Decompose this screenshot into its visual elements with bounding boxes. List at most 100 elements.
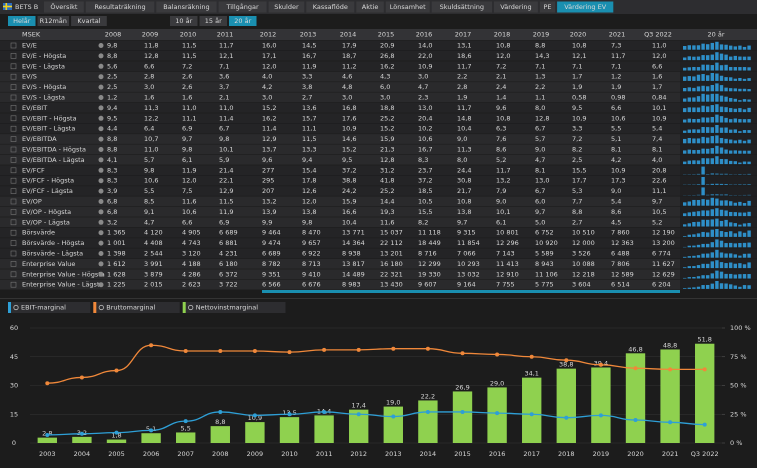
row-chart-icon[interactable] xyxy=(98,126,104,132)
tab-label: Aktie xyxy=(362,3,379,11)
legend-chip[interactable] xyxy=(182,302,286,313)
cell: 9,9 xyxy=(262,218,272,226)
y2-tick-label: 25 % xyxy=(730,410,747,418)
cell: 12 363 xyxy=(611,239,634,247)
period-button[interactable] xyxy=(71,16,107,26)
row-chart-icon[interactable] xyxy=(98,282,104,288)
tab[interactable] xyxy=(557,1,614,13)
cell: 9,7 xyxy=(457,218,467,226)
spark-bar xyxy=(738,119,742,123)
cell: 21,4 xyxy=(219,166,233,174)
period-button[interactable] xyxy=(8,16,36,26)
legend-chip[interactable] xyxy=(8,302,91,313)
cell: 17,1 xyxy=(262,52,276,60)
tab[interactable] xyxy=(218,1,267,13)
tab[interactable] xyxy=(44,1,84,13)
spark-bar xyxy=(710,261,714,269)
tab[interactable] xyxy=(85,1,155,13)
cell: 8,8 xyxy=(535,42,545,50)
spark-bar xyxy=(710,197,714,206)
scrollbar[interactable] xyxy=(262,290,680,293)
row-chart-icon[interactable] xyxy=(98,251,104,256)
row-chart-icon[interactable] xyxy=(98,167,104,173)
row-chart-icon[interactable] xyxy=(98,188,104,194)
cell: 9 315 xyxy=(457,229,476,237)
spark-bar xyxy=(729,273,733,279)
spark-bar xyxy=(683,57,687,61)
spark-bar xyxy=(687,287,691,289)
x-tick-label: 2020 xyxy=(627,450,644,458)
spark-bar xyxy=(687,137,691,144)
row-chart-icon[interactable] xyxy=(98,95,104,100)
spark-bar xyxy=(696,149,701,154)
cell: 12,8 xyxy=(380,156,394,164)
tab[interactable] xyxy=(494,1,538,13)
row-chart-icon[interactable] xyxy=(98,178,104,184)
row-chart-icon[interactable] xyxy=(98,219,104,225)
cell: 1,9 xyxy=(572,83,582,91)
row-chart-icon[interactable] xyxy=(98,147,104,152)
cell: 10,8 xyxy=(457,198,471,206)
cell: 6,1 xyxy=(496,218,506,226)
tab[interactable] xyxy=(539,1,556,13)
row-spark-bg xyxy=(680,175,757,186)
spark-bar xyxy=(701,263,705,269)
cell: 6,7 xyxy=(219,125,229,133)
cell: 8,0 xyxy=(535,104,545,112)
row-icon xyxy=(10,219,17,226)
cell: 2,5 xyxy=(572,156,582,164)
tab[interactable] xyxy=(385,1,430,13)
row-chart-icon[interactable] xyxy=(98,209,104,215)
tab[interactable] xyxy=(431,1,492,13)
cell: 12,6 xyxy=(302,187,316,195)
cell: 7,7 xyxy=(572,198,582,206)
y2-tick-label: 75 % xyxy=(730,353,747,361)
row-chart-icon[interactable] xyxy=(98,230,104,236)
row-chart-icon[interactable] xyxy=(98,84,104,90)
row-chart-icon[interactable] xyxy=(98,43,104,48)
row-chart-icon[interactable] xyxy=(98,136,104,142)
row-chart-icon[interactable] xyxy=(98,74,104,80)
spark-bar xyxy=(742,274,747,279)
span-button[interactable] xyxy=(229,16,257,26)
tab[interactable] xyxy=(268,1,305,13)
tab[interactable] xyxy=(306,1,355,13)
row-chart-icon[interactable] xyxy=(98,105,104,111)
row-chart-icon[interactable] xyxy=(98,63,104,69)
period-button[interactable] xyxy=(37,16,70,26)
spark-bar xyxy=(687,97,691,102)
spark-bar xyxy=(696,129,701,133)
cell: 9,7 xyxy=(535,208,545,216)
cell: 21,3 xyxy=(380,146,394,154)
spark-bar xyxy=(747,173,751,175)
cell: 18,8 xyxy=(380,104,394,112)
cell: 9,8 xyxy=(302,218,312,226)
row-chart-icon[interactable] xyxy=(98,240,104,246)
row-chart-icon[interactable] xyxy=(98,157,104,163)
row-chart-icon[interactable] xyxy=(98,199,104,204)
span-button[interactable] xyxy=(170,16,198,26)
spark-bar xyxy=(701,253,705,258)
row-label: EV/S xyxy=(22,73,37,81)
cell: 3 604 xyxy=(572,281,591,289)
tab[interactable] xyxy=(156,1,217,13)
spark-bar xyxy=(733,223,737,227)
cell: 11,7 xyxy=(219,42,233,50)
spark-bar xyxy=(696,276,701,279)
cell: 9,5 xyxy=(342,156,352,164)
row-chart-icon[interactable] xyxy=(98,261,104,267)
spark-bar xyxy=(729,242,733,248)
cell: 12 629 xyxy=(652,270,675,278)
cell: 4,7 xyxy=(418,83,428,91)
x-tick-label: 2014 xyxy=(420,450,437,458)
row-label: EV/OP - Högsta xyxy=(22,208,71,216)
row-chart-icon[interactable] xyxy=(98,53,104,59)
row-chart-icon[interactable] xyxy=(98,115,104,121)
legend-chip[interactable] xyxy=(93,302,180,313)
tab[interactable] xyxy=(356,1,384,13)
span-button[interactable] xyxy=(199,16,228,26)
row-label: Börsvärde - Lägsta xyxy=(22,250,83,258)
cell: 4,6 xyxy=(342,73,352,81)
row-chart-icon[interactable] xyxy=(98,271,104,277)
